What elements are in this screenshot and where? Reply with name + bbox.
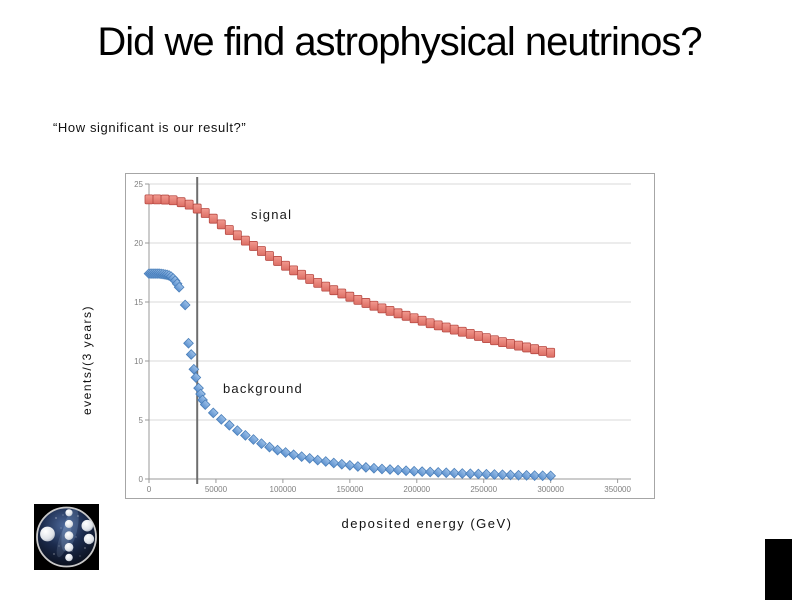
- y-tick-label: 25: [134, 180, 143, 189]
- x-tick-label: 200000: [403, 485, 430, 494]
- y-tick-label: 0: [139, 475, 144, 484]
- x-axis-title: deposited energy (GeV): [341, 516, 513, 531]
- background-label: background: [223, 381, 303, 396]
- page-title: Did we find astrophysical neutrinos?: [97, 20, 702, 64]
- x-tick-label: 150000: [336, 485, 363, 494]
- x-tick-label: 100000: [270, 485, 297, 494]
- x-tick-label: 250000: [470, 485, 497, 494]
- y-tick-label: 15: [134, 298, 143, 307]
- x-tick-label: 50000: [205, 485, 228, 494]
- logo-dom-spheres: [40, 509, 95, 562]
- black-corner-block: [765, 539, 792, 600]
- y-axis-title: events/(3 years): [80, 304, 94, 416]
- logo-stars: [53, 514, 86, 557]
- subtitle-quote: “How significant is our result?”: [53, 120, 247, 135]
- axes: 0 5 10 15 20 25 0 50000 100000 150000 200000 250000…: [134, 180, 631, 494]
- x-tick-label: 350000: [604, 485, 631, 494]
- y-tick-label: 10: [134, 357, 143, 366]
- y-tick-label: 5: [139, 416, 144, 425]
- y-tick-label: 20: [134, 239, 143, 248]
- gridlines: [149, 183, 631, 421]
- signal-series: [144, 194, 556, 358]
- x-tick-label: 300000: [537, 485, 564, 494]
- chart: 0 5 10 15 20 25 0 50000 100000 150000 200000 250000…: [125, 173, 655, 499]
- signal-label: signal: [251, 207, 293, 222]
- chart-svg: 0 5 10 15 20 25 0 50000 100000 150000 200000 250000…: [134, 177, 632, 494]
- x-tick-label: 0: [147, 485, 152, 494]
- background-series: [143, 268, 557, 482]
- icecube-logo: [34, 504, 99, 570]
